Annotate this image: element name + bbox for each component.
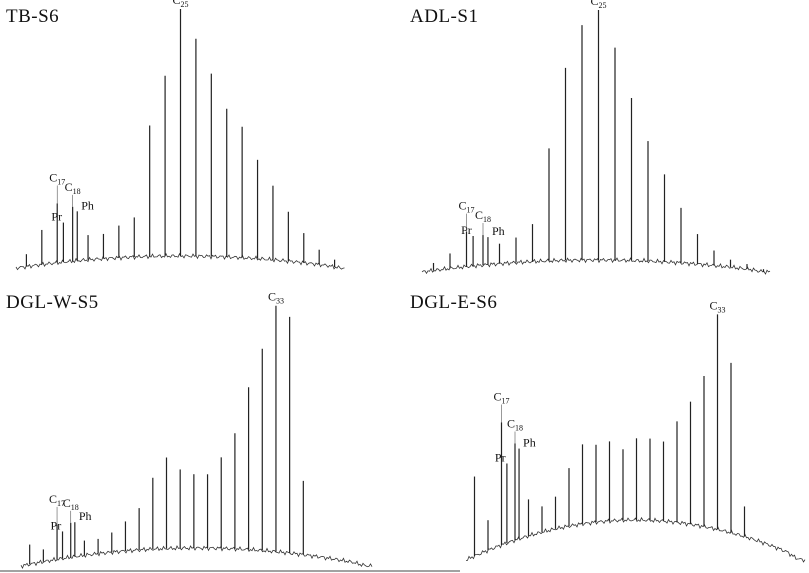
peak-label-sub: 18: [73, 187, 81, 196]
peak-label: Ph: [79, 509, 92, 523]
peak-label: C: [49, 170, 57, 184]
peak-label: C: [507, 416, 515, 430]
peak-label-sub: 17: [57, 177, 65, 186]
peak-label: C: [494, 389, 502, 403]
baseline: [20, 545, 373, 570]
peak-label: Ph: [492, 224, 505, 238]
peak-label-sub: 33: [718, 305, 726, 314]
peak-label-sub: 25: [599, 1, 607, 10]
peak-label: C: [173, 0, 181, 7]
peak-label: C: [475, 208, 483, 222]
peak-label: Pr: [51, 210, 62, 224]
baseline: [465, 516, 806, 563]
baseline: [421, 257, 771, 275]
peak-label: C: [591, 0, 599, 8]
peak-label: Pr: [495, 450, 506, 464]
peak-label-sub: 17: [57, 499, 65, 508]
panel-title: ADL-S1: [410, 6, 478, 27]
peak-label-sub: 33: [276, 297, 284, 306]
panel-title: TB-S6: [6, 6, 59, 27]
peak-label: C: [710, 298, 718, 312]
peak-label-sub: 17: [502, 396, 510, 405]
peak-label: C: [49, 492, 57, 506]
baseline: [15, 252, 345, 271]
peak-label: C: [459, 199, 467, 213]
peak-label: Pr: [51, 518, 62, 532]
peak-label-sub: 25: [181, 0, 189, 9]
panel-title: DGL-W-S5: [6, 292, 99, 313]
panel-title: DGL-E-S6: [410, 292, 497, 313]
peak-label: Ph: [523, 436, 536, 450]
peak-label: Ph: [81, 198, 94, 212]
peak-label-sub: 17: [467, 206, 475, 215]
peak-label: C: [65, 180, 73, 194]
peak-label: C: [268, 290, 276, 304]
peak-label-sub: 18: [515, 423, 523, 432]
peak-label-sub: 18: [483, 215, 491, 224]
peak-label: C: [63, 496, 71, 510]
peak-label-sub: 18: [71, 503, 79, 512]
